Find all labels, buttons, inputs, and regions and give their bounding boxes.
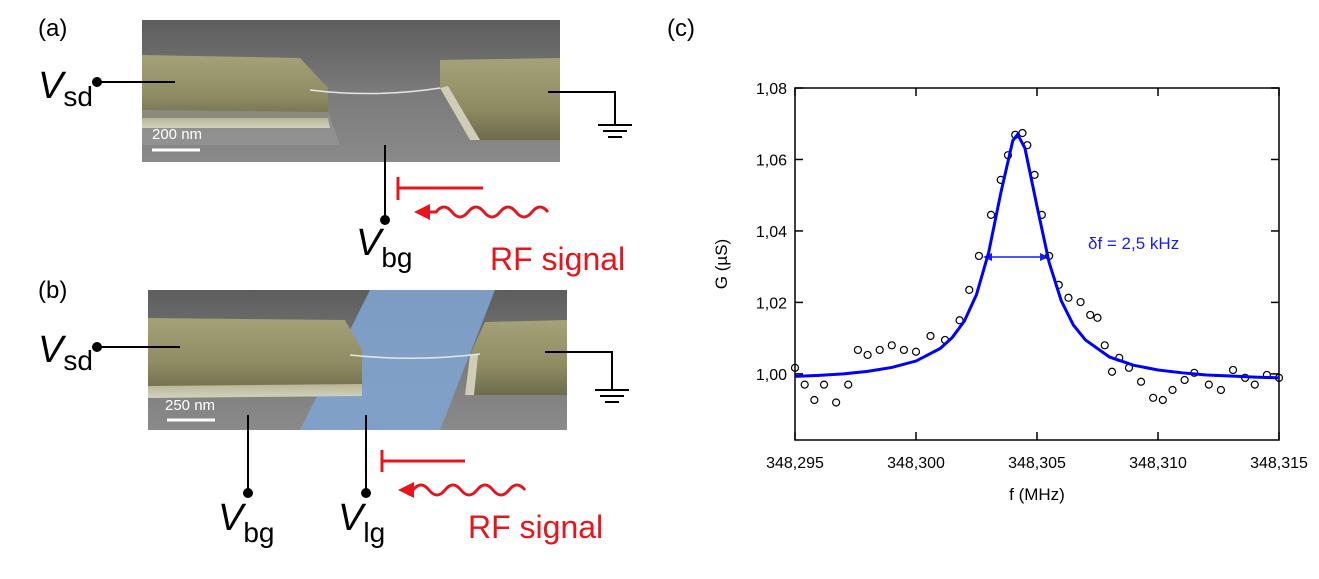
- terminal-label: Vbg: [356, 222, 413, 273]
- panel-label: (b): [38, 277, 67, 304]
- data-point: [1136, 377, 1146, 386]
- y-tick-label: 1,02: [756, 295, 787, 312]
- data-point: [974, 251, 984, 261]
- y-tick-label: 1,04: [756, 224, 787, 241]
- subscript: sd: [63, 81, 93, 112]
- contact-pad: [148, 318, 362, 392]
- y-axis-label: G (µS): [712, 239, 731, 289]
- terminal-dot: [243, 488, 253, 498]
- arrow-head: [398, 482, 414, 498]
- data-point: [1168, 385, 1177, 395]
- data-point: [1093, 313, 1102, 322]
- data-point: [853, 345, 863, 355]
- symbol: V: [338, 497, 367, 539]
- wire: [548, 91, 616, 125]
- subscript: bg: [243, 517, 274, 548]
- data-point: [986, 210, 996, 219]
- data-point: [887, 341, 896, 350]
- data-point: [1216, 385, 1226, 395]
- data-point: [1064, 293, 1073, 302]
- data-point: [1180, 375, 1189, 385]
- rf-label: RF signal: [468, 509, 603, 545]
- data-point: [875, 345, 884, 355]
- data-point: [1250, 380, 1259, 389]
- symbol: V: [356, 222, 385, 264]
- contact-pad: [440, 58, 560, 140]
- data-point: [1149, 393, 1158, 402]
- fit-line: [794, 131, 1280, 380]
- data-point: [863, 350, 872, 360]
- y-tick-label: 1,06: [756, 152, 787, 169]
- data-point: [1076, 297, 1085, 307]
- data-point: [1204, 380, 1213, 389]
- symbol: V: [38, 65, 67, 107]
- data-point: [1228, 365, 1238, 375]
- data-point: [965, 285, 974, 295]
- scale-bar-label: 200 nm: [152, 126, 202, 143]
- x-axis-label: f (MHz): [1009, 485, 1065, 504]
- pad-edge: [148, 384, 362, 398]
- rf-wave: [420, 205, 550, 219]
- symbol: V: [218, 497, 247, 539]
- panel-b: (b) 250 nm Vsd Vbg Vlg RF signal: [38, 277, 629, 548]
- data-point: [911, 347, 921, 356]
- data-point: [926, 331, 935, 341]
- annotation: δf = 2,5 kHz: [1088, 234, 1179, 253]
- terminal-dot: [380, 215, 390, 225]
- subscript: bg: [381, 242, 412, 273]
- contact-pad: [142, 55, 328, 122]
- data-point: [899, 345, 909, 355]
- data-point: [819, 380, 829, 389]
- symbol: V: [38, 329, 67, 371]
- rf-label: RF signal: [490, 241, 625, 277]
- data-point: [844, 380, 853, 389]
- x-tick-label: 348,300: [887, 455, 945, 472]
- y-tick-label: 1,08: [756, 81, 787, 98]
- x-tick-label: 348,315: [1250, 455, 1308, 472]
- terminal-label: Vsd: [38, 65, 93, 112]
- x-tick-label: 348,310: [1129, 455, 1187, 472]
- subscript: lg: [363, 517, 385, 548]
- data-point: [810, 395, 819, 405]
- data-point: [790, 363, 800, 372]
- data-point: [955, 316, 964, 325]
- chart: (c) f (MHz) G (µS) δf = 2,5 kHz 348,295 3…: [667, 15, 1308, 504]
- wire: [545, 351, 613, 390]
- data-point: [1100, 341, 1109, 350]
- data-point: [1158, 395, 1167, 405]
- arrow-head: [1040, 253, 1049, 261]
- subscript: sd: [63, 345, 93, 376]
- scale-bar-label: 250 nm: [165, 397, 215, 414]
- pad-edge: [142, 118, 330, 128]
- pad-edge: [465, 355, 478, 395]
- x-tick-label: 348,295: [766, 455, 824, 472]
- data-point: [1018, 128, 1027, 138]
- terminal-label: Vlg: [338, 497, 385, 548]
- x-tick-label: 348,305: [1008, 455, 1066, 472]
- panel-label: (c): [667, 15, 695, 42]
- terminal-label: Vsd: [38, 329, 93, 376]
- contact-pad: [465, 320, 567, 395]
- data-point: [800, 380, 809, 389]
- pad-edge: [440, 86, 480, 140]
- arrow-head: [414, 204, 430, 220]
- y-tick-label: 1,00: [756, 367, 787, 384]
- nanowire: [349, 353, 481, 359]
- data-point: [832, 398, 841, 407]
- rf-wave: [405, 483, 527, 497]
- nanowire: [309, 87, 441, 95]
- panel-label: (a): [38, 15, 67, 42]
- terminal-dot: [361, 488, 371, 498]
- terminal-label: Vbg: [218, 497, 275, 548]
- panel-a: (a) 200 nm Vsd Vbg RF signal: [38, 15, 632, 277]
- data-point: [1107, 367, 1117, 376]
- data-point: [1086, 310, 1095, 320]
